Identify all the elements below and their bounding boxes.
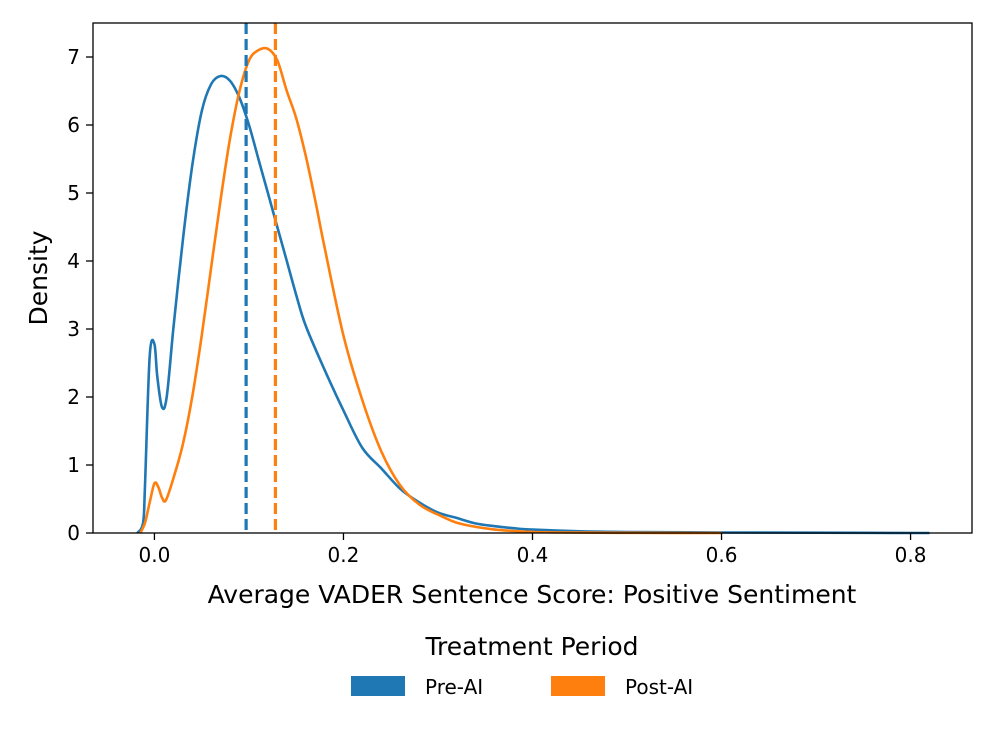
y-tick-label: 2: [67, 385, 80, 409]
y-axis-label: Density: [24, 230, 53, 325]
y-tick-label: 3: [67, 317, 80, 341]
y-tick-label: 6: [67, 113, 80, 137]
x-tick-label: 0.4: [517, 543, 549, 567]
y-tick-label: 0: [67, 521, 80, 545]
x-tick-label: 0.8: [895, 543, 927, 567]
x-tick-label: 0.6: [706, 543, 738, 567]
y-tick-label: 5: [67, 181, 80, 205]
y-axis-ticks: 0 1 2 3 4 5 6 7: [67, 45, 93, 545]
legend-title: Treatment Period: [424, 632, 638, 661]
legend-label-pre-ai: Pre-AI: [425, 675, 483, 699]
y-tick-label: 7: [67, 45, 80, 69]
y-tick-label: 1: [67, 453, 80, 477]
legend-swatch-post-ai: [551, 676, 605, 696]
axes-frame: [92, 22, 973, 534]
y-tick-label: 4: [67, 249, 80, 273]
legend-swatch-pre-ai: [351, 676, 405, 696]
mean-lines: [244, 23, 278, 533]
legend-label-post-ai: Post-AI: [625, 675, 693, 699]
x-axis-ticks: 0.0 0.2 0.4 0.6 0.8: [139, 533, 927, 567]
density-line-pre-ai: [136, 74, 930, 535]
plot-lines: [136, 46, 930, 535]
x-tick-label: 0.2: [328, 543, 360, 567]
x-axis-label: Average VADER Sentence Score: Positive S…: [208, 580, 857, 609]
x-tick-label: 0.0: [139, 543, 171, 567]
legend: Treatment Period Pre-AI Post-AI: [351, 632, 693, 699]
density-line-post-ai: [139, 46, 722, 535]
